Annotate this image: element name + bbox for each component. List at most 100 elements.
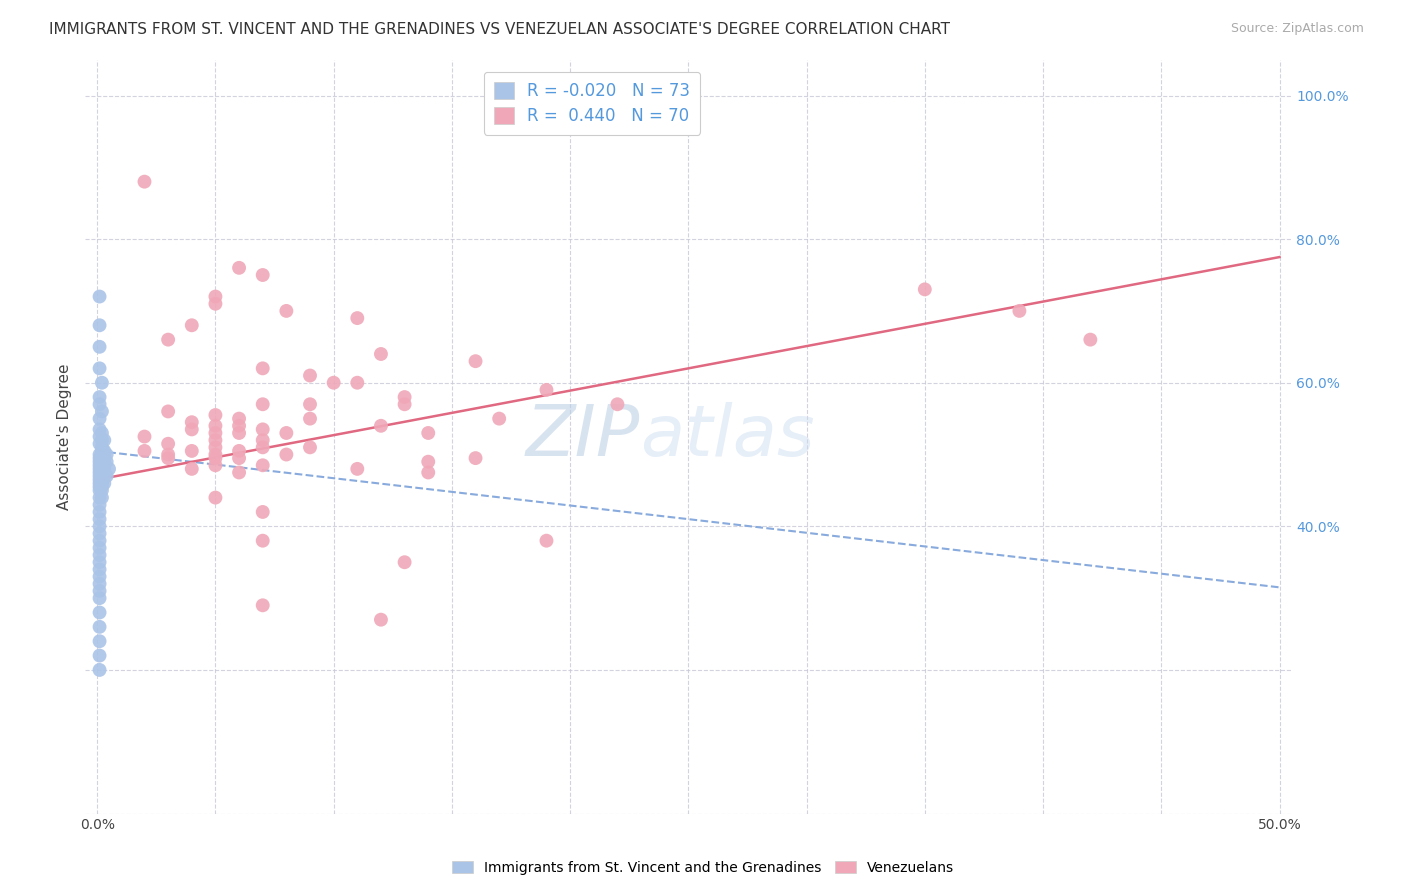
Point <box>228 418 250 433</box>
Point <box>370 347 392 361</box>
Point <box>228 451 250 466</box>
Point <box>1078 333 1101 347</box>
Point <box>90 483 112 498</box>
Point <box>157 333 180 347</box>
Point <box>418 466 440 480</box>
Point <box>90 462 112 476</box>
Point <box>93 455 115 469</box>
Point <box>89 663 111 677</box>
Point <box>93 448 115 462</box>
Point <box>89 498 111 512</box>
Point <box>180 462 202 476</box>
Point <box>96 469 118 483</box>
Point <box>276 448 298 462</box>
Point <box>204 451 226 466</box>
Text: IMMIGRANTS FROM ST. VINCENT AND THE GRENADINES VS VENEZUELAN ASSOCIATE'S DEGREE : IMMIGRANTS FROM ST. VINCENT AND THE GREN… <box>49 22 950 37</box>
Point <box>93 458 115 473</box>
Point <box>204 418 226 433</box>
Point <box>276 425 298 440</box>
Point <box>89 411 111 425</box>
Point <box>134 175 156 189</box>
Point <box>606 397 628 411</box>
Point <box>418 455 440 469</box>
Point <box>89 451 111 466</box>
Point <box>89 390 111 404</box>
Point <box>418 425 440 440</box>
Point <box>536 533 558 548</box>
Point <box>464 354 486 368</box>
Point <box>914 282 936 296</box>
Point <box>228 411 250 425</box>
Point <box>89 548 111 562</box>
Point <box>488 411 510 425</box>
Point <box>180 318 202 333</box>
Text: ZIP: ZIP <box>526 402 640 471</box>
Point <box>90 491 112 505</box>
Point <box>346 376 368 390</box>
Point <box>90 469 112 483</box>
Point <box>90 466 112 480</box>
Point <box>93 444 115 458</box>
Point <box>252 458 274 473</box>
Point <box>228 444 250 458</box>
Point <box>228 260 250 275</box>
Point <box>89 591 111 606</box>
Point <box>93 462 115 476</box>
Point <box>96 455 118 469</box>
Point <box>89 576 111 591</box>
Point <box>90 433 112 447</box>
Point <box>90 458 112 473</box>
Point <box>204 425 226 440</box>
Point <box>89 555 111 569</box>
Point <box>89 462 111 476</box>
Point <box>298 368 321 383</box>
Point <box>89 620 111 634</box>
Point <box>204 448 226 462</box>
Point <box>89 458 111 473</box>
Point <box>90 425 112 440</box>
Point <box>298 411 321 425</box>
Point <box>89 466 111 480</box>
Point <box>394 390 416 404</box>
Point <box>89 318 111 333</box>
Point <box>93 466 115 480</box>
Point <box>89 289 111 303</box>
Text: Source: ZipAtlas.com: Source: ZipAtlas.com <box>1230 22 1364 36</box>
Point <box>89 340 111 354</box>
Point <box>180 415 202 429</box>
Point <box>89 569 111 583</box>
Point <box>89 469 111 483</box>
Point <box>89 397 111 411</box>
Point <box>89 491 111 505</box>
Point <box>89 361 111 376</box>
Point <box>90 455 112 469</box>
Point <box>298 397 321 411</box>
Point <box>89 519 111 533</box>
Point <box>90 444 112 458</box>
Point <box>93 433 115 447</box>
Point <box>89 526 111 541</box>
Point <box>370 613 392 627</box>
Point <box>228 425 250 440</box>
Y-axis label: Associate's Degree: Associate's Degree <box>58 363 72 510</box>
Point <box>93 469 115 483</box>
Point <box>90 404 112 418</box>
Point <box>298 441 321 455</box>
Point <box>89 512 111 526</box>
Point <box>134 444 156 458</box>
Point <box>394 555 416 569</box>
Point <box>536 383 558 397</box>
Point <box>89 455 111 469</box>
Point <box>93 476 115 491</box>
Point <box>252 441 274 455</box>
Point <box>89 480 111 494</box>
Point <box>89 505 111 519</box>
Legend: R = -0.020   N = 73, R =  0.440   N = 70: R = -0.020 N = 73, R = 0.440 N = 70 <box>484 71 700 135</box>
Point <box>394 397 416 411</box>
Point <box>89 473 111 487</box>
Point <box>89 422 111 436</box>
Text: atlas: atlas <box>640 402 814 471</box>
Point <box>89 436 111 450</box>
Point <box>93 451 115 466</box>
Point <box>157 448 180 462</box>
